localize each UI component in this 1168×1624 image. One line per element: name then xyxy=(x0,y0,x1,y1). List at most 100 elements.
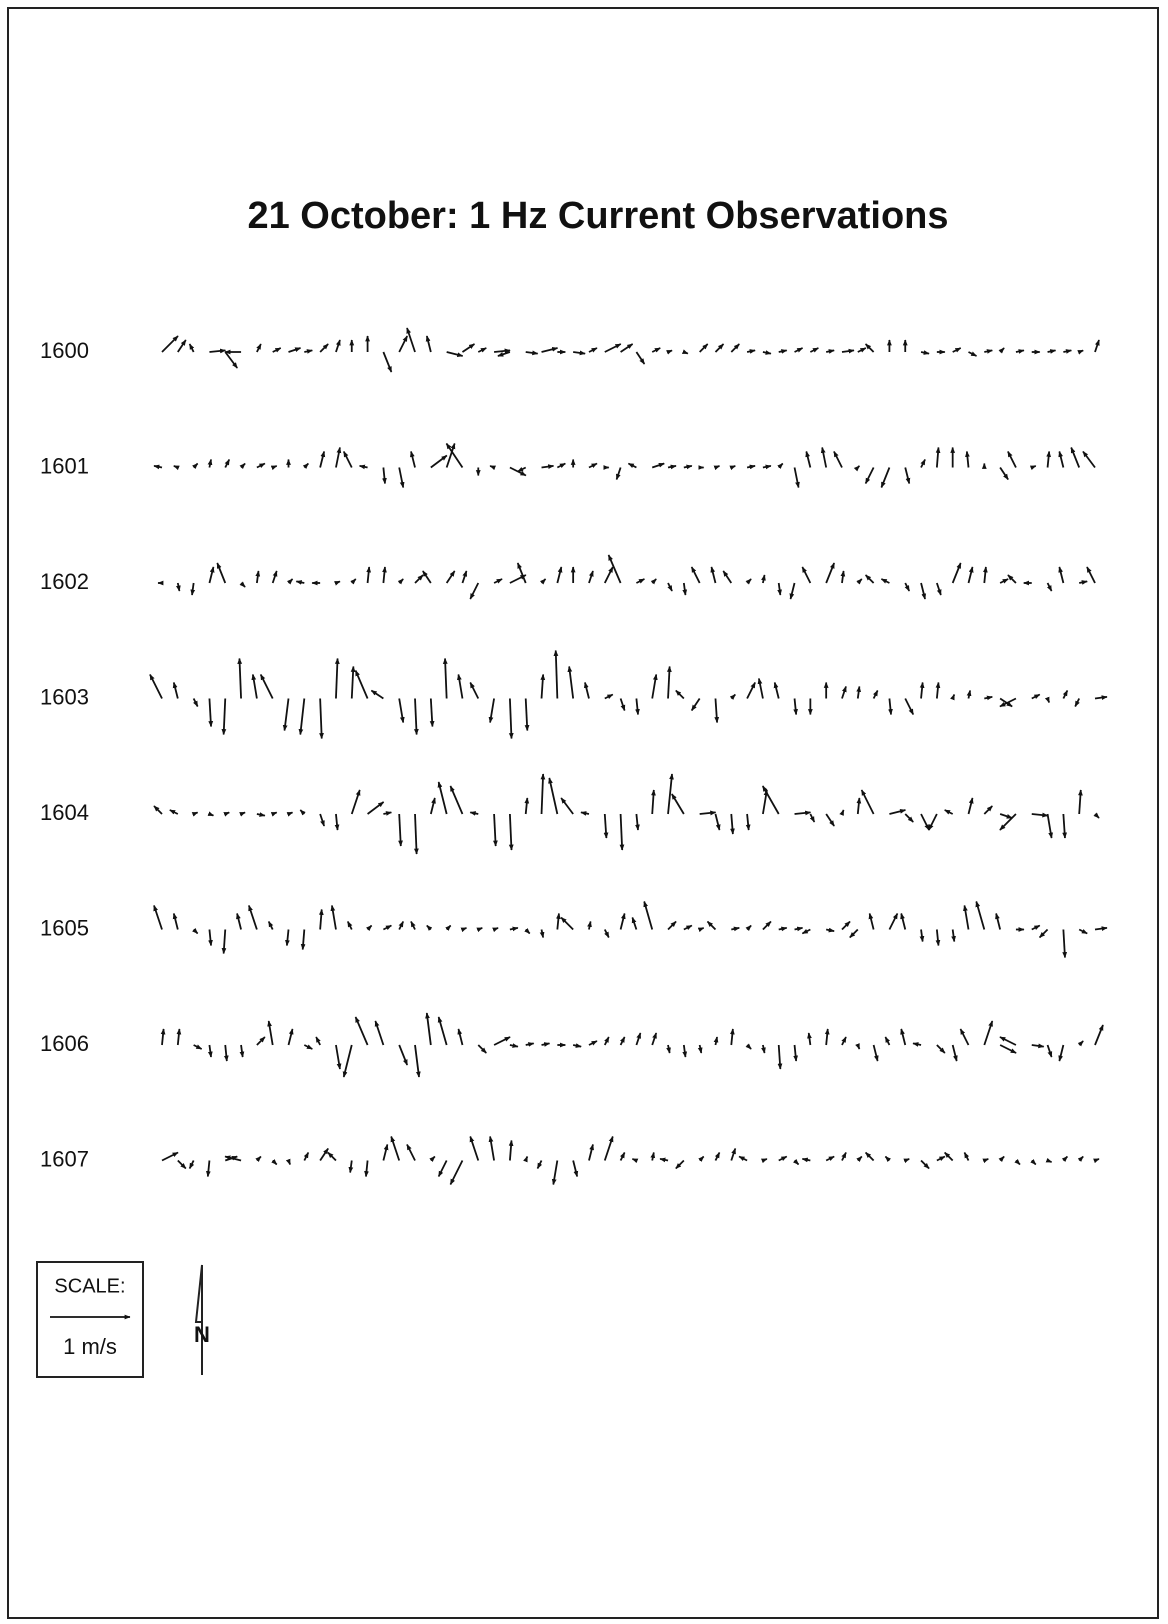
current-vector xyxy=(445,924,452,932)
current-vector xyxy=(350,789,361,815)
current-vector xyxy=(659,1157,669,1163)
current-vector xyxy=(271,570,278,584)
current-vector xyxy=(525,350,539,356)
current-vector xyxy=(713,465,721,471)
current-vector xyxy=(508,813,514,851)
current-vector xyxy=(160,1028,166,1046)
current-vector xyxy=(888,912,899,930)
current-vector xyxy=(840,570,846,584)
current-vector xyxy=(429,698,435,728)
current-vector xyxy=(1046,1044,1053,1058)
current-vector xyxy=(1031,693,1041,700)
current-vector xyxy=(904,698,915,716)
current-vector xyxy=(540,773,546,815)
current-vector xyxy=(1046,582,1053,592)
current-vector xyxy=(209,348,227,354)
current-vector xyxy=(370,689,384,700)
current-vector xyxy=(714,343,725,353)
current-vector xyxy=(256,343,262,353)
current-vector xyxy=(398,698,405,724)
current-vector xyxy=(884,1036,891,1046)
current-vector xyxy=(153,904,163,930)
current-vector xyxy=(900,1028,907,1046)
current-vector xyxy=(1045,1157,1053,1163)
current-vector xyxy=(650,578,657,585)
current-vector xyxy=(951,1044,958,1062)
current-vector xyxy=(1094,339,1100,353)
current-vector xyxy=(967,797,974,815)
current-vector xyxy=(153,464,163,470)
current-vector xyxy=(710,566,717,584)
current-vector xyxy=(207,458,213,468)
current-vector xyxy=(193,1044,203,1050)
current-vector xyxy=(920,813,930,831)
current-vector xyxy=(493,578,503,584)
current-vector xyxy=(853,465,861,472)
current-vector xyxy=(794,810,812,816)
current-vector xyxy=(256,1036,266,1046)
current-vector xyxy=(223,1044,229,1062)
current-vector xyxy=(477,1044,487,1054)
current-vector xyxy=(1029,465,1037,471)
current-vector xyxy=(414,1044,421,1078)
current-vector xyxy=(524,797,530,815)
current-vector xyxy=(397,578,404,585)
current-vector xyxy=(191,811,199,817)
current-vector xyxy=(1082,450,1096,469)
current-vector xyxy=(1063,349,1072,354)
current-vector xyxy=(315,1036,321,1046)
current-vector xyxy=(426,924,433,932)
current-vector xyxy=(207,811,214,817)
current-vector xyxy=(539,929,545,939)
current-vector xyxy=(651,462,665,469)
scale-label: SCALE: xyxy=(54,1275,125,1297)
current-vector xyxy=(497,351,511,357)
current-vector xyxy=(588,1143,594,1161)
current-vector xyxy=(177,339,187,353)
current-vector xyxy=(1074,698,1080,708)
current-vector xyxy=(738,1155,748,1162)
current-vector xyxy=(239,1044,245,1058)
current-vector xyxy=(413,698,419,736)
current-vector xyxy=(469,681,480,699)
current-vector xyxy=(221,698,227,736)
current-vector xyxy=(285,1158,291,1166)
current-vector xyxy=(560,797,574,815)
current-vector xyxy=(489,465,496,471)
current-vector xyxy=(651,673,658,699)
current-vector xyxy=(299,809,306,816)
current-vector xyxy=(334,813,340,831)
current-vector xyxy=(809,813,816,823)
current-vector xyxy=(536,1160,543,1170)
current-vector xyxy=(286,811,294,817)
current-vector xyxy=(603,1135,614,1161)
current-vector xyxy=(493,1036,511,1046)
current-vector xyxy=(267,920,274,930)
current-vector xyxy=(573,350,586,356)
current-vector xyxy=(523,1155,529,1163)
current-vector xyxy=(1007,574,1017,584)
current-vector xyxy=(208,698,214,728)
current-vector xyxy=(984,695,993,701)
current-vector xyxy=(270,465,278,471)
current-vector xyxy=(682,1044,688,1058)
current-vector xyxy=(176,1028,182,1046)
current-vector xyxy=(801,928,811,935)
current-vector xyxy=(304,349,313,354)
current-vector xyxy=(636,578,645,584)
current-vector xyxy=(430,454,448,469)
current-vector xyxy=(383,811,392,816)
current-vector xyxy=(801,566,812,584)
current-vector xyxy=(367,801,385,815)
current-vector xyxy=(553,649,559,699)
current-vector xyxy=(903,1158,910,1164)
current-vector xyxy=(671,793,685,815)
current-vector xyxy=(683,464,693,470)
current-vector xyxy=(635,1032,642,1046)
current-vector xyxy=(255,570,261,584)
current-vector xyxy=(207,1044,213,1058)
current-vector xyxy=(1078,789,1083,815)
current-vector xyxy=(318,908,324,930)
current-vector xyxy=(975,900,986,930)
current-vector xyxy=(556,462,566,469)
